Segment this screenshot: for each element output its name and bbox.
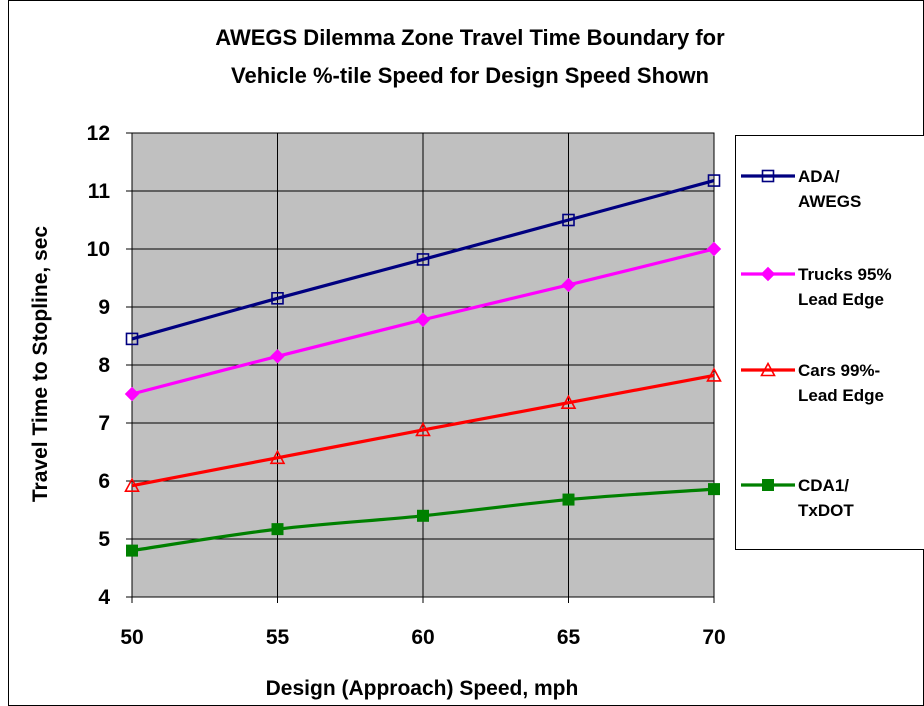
series-1 — [125, 174, 721, 346]
series-line — [131, 373, 715, 488]
data-point — [126, 544, 138, 557]
data-point — [708, 483, 720, 496]
x-tick-label: 50 — [120, 626, 143, 649]
data-point — [707, 174, 721, 187]
legend-label: AWEGS — [798, 192, 861, 211]
data-point — [706, 241, 722, 257]
legend-entry-1: ADA/AWEGS — [741, 167, 861, 211]
legend-entry-4: CDA1/TxDOT — [741, 476, 854, 520]
plot-area: 4 5 6 7 8 9 10 11 12 50 55 60 65 70 — [87, 122, 726, 649]
data-point — [560, 394, 577, 410]
y-tick-label: 11 — [88, 180, 111, 203]
legend-entry-3: Cars 99%- Lead Edge — [741, 361, 884, 405]
legend-swatch-marker — [762, 479, 774, 491]
data-point — [271, 523, 284, 536]
series-3 — [124, 367, 722, 492]
legend-swatch-marker — [760, 266, 776, 282]
legend: ADA/AWEGS Trucks 95% Lead Edge Cars 99%- Lea… — [735, 135, 924, 550]
data-point — [269, 449, 286, 465]
data-point — [124, 386, 140, 402]
y-tick-label: 8 — [98, 354, 110, 377]
chart-title-line-2: Vehicle %-tile Speed for Design Speed Sh… — [231, 63, 709, 88]
legend-swatch-marker — [760, 361, 776, 377]
legend-swatch-marker — [761, 169, 775, 183]
data-point — [415, 421, 431, 437]
series-2 — [124, 241, 722, 402]
series-line — [131, 179, 715, 341]
x-tick-label: 70 — [702, 626, 725, 649]
data-point — [125, 332, 139, 346]
y-tick-label: 12 — [87, 122, 110, 145]
y-tick-label: 7 — [98, 412, 110, 435]
data-point — [271, 291, 284, 305]
series-4 — [126, 483, 720, 557]
data-point — [562, 213, 575, 227]
data-point — [416, 253, 430, 266]
legend-entry-2: Trucks 95% Lead Edge — [741, 265, 892, 309]
x-tick-label: 60 — [411, 626, 434, 649]
legend-label: TxDOT — [798, 501, 854, 520]
legend-label: Lead Edge — [798, 386, 884, 405]
data-point — [417, 509, 429, 522]
data-point — [706, 367, 722, 382]
x-tick-label: 65 — [557, 626, 581, 649]
legend-label: CDA1/ — [798, 476, 849, 495]
y-tick-label: 6 — [98, 470, 110, 493]
data-point — [270, 349, 285, 364]
legend-label: Trucks 95% — [798, 265, 892, 284]
chart-title-line-1: AWEGS Dilemma Zone Travel Time Boundary … — [215, 25, 725, 50]
legend-label: Lead Edge — [798, 290, 884, 309]
legend-label: ADA/ — [798, 167, 840, 186]
legend-label: Cars 99%- — [798, 361, 880, 380]
data-point — [124, 477, 140, 492]
y-tick-label: 4 — [98, 586, 110, 609]
x-tick-label: 55 — [266, 626, 290, 649]
y-tick-label: 9 — [98, 296, 110, 319]
data-point — [561, 277, 576, 293]
x-axis-title: Design (Approach) Speed, mph — [266, 677, 579, 700]
y-tick-label: 10 — [87, 238, 110, 261]
plot-border — [131, 132, 715, 598]
data-point — [415, 312, 431, 327]
y-tick-label: 5 — [98, 528, 110, 551]
y-axis-title: Travel Time to Stopline, sec — [29, 226, 52, 503]
data-point — [562, 493, 575, 506]
